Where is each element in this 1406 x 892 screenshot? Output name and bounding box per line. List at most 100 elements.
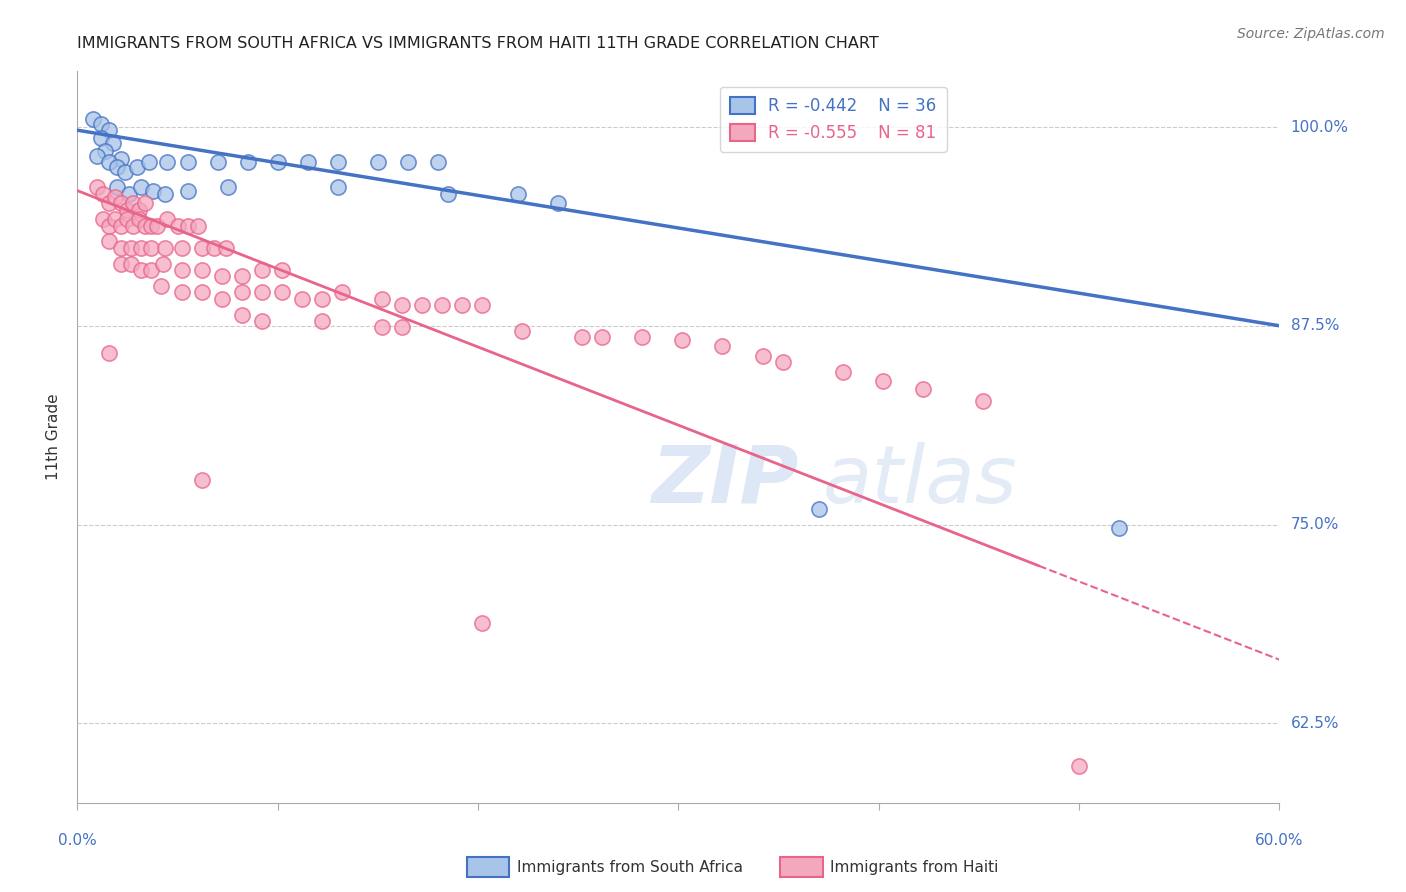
- Point: [451, 298, 474, 312]
- Point: [911, 383, 934, 397]
- Point: [98, 196, 121, 211]
- Point: [90, 117, 112, 131]
- Point: [134, 219, 156, 233]
- Point: [131, 263, 153, 277]
- Point: [98, 235, 121, 249]
- Point: [176, 219, 198, 233]
- Point: [155, 186, 177, 201]
- Point: [231, 269, 253, 284]
- Point: [367, 155, 389, 169]
- Point: [166, 219, 188, 233]
- Point: [831, 365, 853, 379]
- Point: [82, 112, 104, 126]
- Point: [107, 160, 129, 174]
- Text: 60.0%: 60.0%: [1256, 833, 1303, 848]
- Point: [141, 263, 163, 277]
- Point: [371, 292, 394, 306]
- Point: [807, 501, 830, 516]
- Point: [146, 219, 169, 233]
- Point: [508, 186, 530, 201]
- Point: [471, 616, 494, 631]
- Point: [972, 393, 994, 408]
- Point: [93, 186, 115, 201]
- Point: [110, 152, 132, 166]
- Point: [98, 219, 121, 233]
- Point: [1108, 521, 1130, 535]
- Point: [211, 269, 233, 284]
- Text: atlas: atlas: [823, 442, 1018, 520]
- Point: [110, 257, 132, 271]
- Text: Source: ZipAtlas.com: Source: ZipAtlas.com: [1237, 27, 1385, 41]
- Point: [214, 241, 236, 255]
- Point: [270, 263, 292, 277]
- Point: [128, 202, 150, 217]
- Point: [250, 263, 273, 277]
- Point: [104, 190, 127, 204]
- Point: [207, 155, 229, 169]
- Point: [122, 196, 145, 211]
- Point: [131, 180, 153, 194]
- Point: [176, 184, 198, 198]
- Point: [94, 144, 117, 158]
- Point: [411, 298, 433, 312]
- Point: [211, 292, 233, 306]
- Point: [142, 184, 165, 198]
- Point: [872, 375, 894, 389]
- Text: 62.5%: 62.5%: [1291, 715, 1339, 731]
- Text: 0.0%: 0.0%: [58, 833, 97, 848]
- Point: [371, 320, 394, 334]
- Text: 100.0%: 100.0%: [1291, 120, 1348, 135]
- Point: [134, 196, 156, 211]
- Point: [117, 212, 139, 227]
- Point: [571, 330, 593, 344]
- Point: [170, 285, 193, 300]
- Legend: R = -0.442    N = 36, R = -0.555    N = 81: R = -0.442 N = 36, R = -0.555 N = 81: [720, 87, 946, 152]
- Point: [231, 308, 253, 322]
- Point: [141, 219, 163, 233]
- Point: [117, 202, 139, 217]
- Point: [98, 123, 121, 137]
- Point: [437, 186, 460, 201]
- Point: [396, 155, 419, 169]
- Point: [231, 285, 253, 300]
- Y-axis label: 11th Grade: 11th Grade: [46, 393, 62, 481]
- Point: [190, 473, 212, 487]
- Point: [114, 164, 136, 178]
- Point: [250, 285, 273, 300]
- Point: [138, 155, 160, 169]
- Point: [751, 349, 773, 363]
- Point: [391, 320, 413, 334]
- Point: [330, 285, 353, 300]
- Text: Immigrants from South Africa: Immigrants from South Africa: [517, 860, 744, 874]
- Point: [86, 180, 108, 194]
- Text: ZIP: ZIP: [651, 442, 799, 520]
- Point: [156, 212, 179, 227]
- Point: [1069, 759, 1091, 773]
- Point: [93, 212, 115, 227]
- Point: [591, 330, 613, 344]
- Point: [190, 285, 212, 300]
- Point: [510, 324, 533, 338]
- Point: [156, 155, 179, 169]
- Point: [120, 241, 142, 255]
- Point: [326, 155, 349, 169]
- Point: [236, 155, 259, 169]
- Point: [427, 155, 450, 169]
- Text: Immigrants from Haiti: Immigrants from Haiti: [830, 860, 998, 874]
- Point: [98, 155, 121, 169]
- Point: [391, 298, 413, 312]
- Point: [110, 196, 132, 211]
- Point: [120, 257, 142, 271]
- Point: [547, 196, 569, 211]
- Point: [150, 279, 173, 293]
- Point: [155, 241, 177, 255]
- Point: [217, 180, 239, 194]
- Point: [152, 257, 174, 271]
- Point: [190, 263, 212, 277]
- Point: [118, 186, 141, 201]
- Point: [471, 298, 494, 312]
- Point: [250, 314, 273, 328]
- Point: [631, 330, 654, 344]
- Point: [122, 219, 145, 233]
- Point: [297, 155, 319, 169]
